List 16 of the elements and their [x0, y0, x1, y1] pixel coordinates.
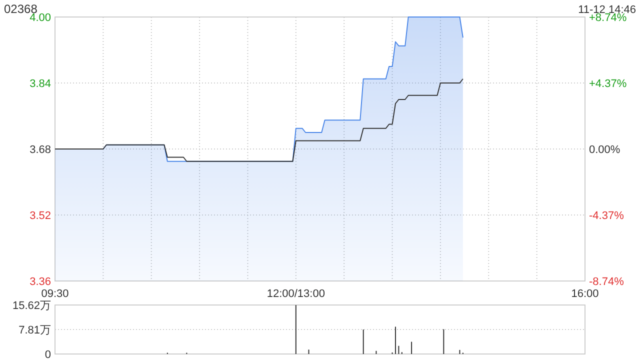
x-tick-label: 12:00/13:00: [266, 288, 325, 300]
y-tick-label: 3.68: [30, 144, 51, 156]
y-tick-label: 0: [44, 349, 51, 360]
y2-tick-label: +4.37%: [589, 78, 627, 90]
y2-tick-label: 0.00%: [589, 144, 620, 156]
x-tick-label: 09:30: [41, 288, 69, 300]
y2-tick-label: -4.37%: [589, 210, 624, 222]
y-tick-label: 3.84: [30, 78, 51, 90]
y-tick-label: 4.00: [30, 12, 51, 24]
x-tick-label: 16:00: [571, 288, 599, 300]
y2-tick-label: -8.74%: [589, 276, 624, 288]
y-tick-label: 3.36: [30, 276, 51, 288]
y-tick-label: 3.52: [30, 210, 51, 222]
y-tick-label: 7.81万: [18, 324, 51, 336]
line-series: [54, 78, 464, 162]
y-tick-label: 15.62万: [12, 300, 51, 312]
